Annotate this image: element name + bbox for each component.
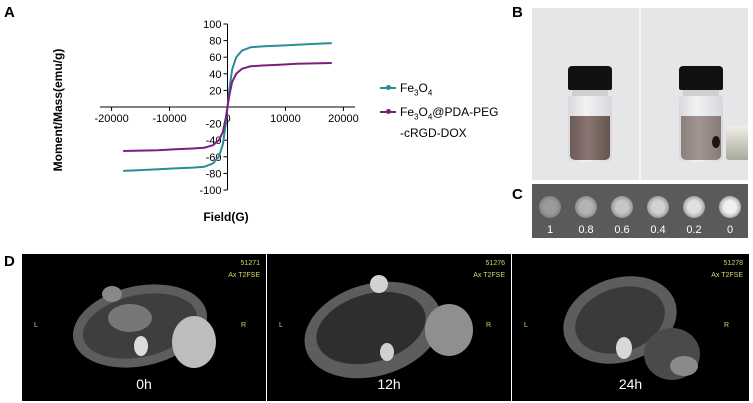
mri-phantom-spot	[611, 196, 633, 218]
concentration-label: 0.6	[614, 224, 630, 236]
scan-right-marker: R	[723, 322, 729, 329]
panel-label-c: C	[512, 186, 523, 203]
magnet-stack	[726, 126, 748, 160]
panel-label-a: A	[4, 4, 15, 21]
mri-scan-image	[304, 275, 473, 379]
vial-photo	[532, 8, 748, 180]
scan-info: 51271 Ax T2FSE	[228, 260, 260, 279]
mri-scan-12h: 51276 Ax T2FSE L R 12h	[267, 254, 511, 401]
scan-left-marker: L	[279, 322, 283, 329]
y-tick-label: -80	[206, 168, 222, 180]
y-axis-label: Moment/Mass(emu/g)	[51, 49, 65, 172]
concentration-label: 0.8	[578, 224, 594, 236]
legend-marker	[386, 109, 391, 114]
scan-left-marker: L	[524, 322, 528, 329]
y-tick-label: 60	[209, 52, 221, 64]
mri-phantom-spot	[683, 196, 705, 218]
x-tick-label: -10000	[152, 113, 186, 125]
y-tick-label: 100	[203, 19, 221, 31]
y-tick-label: 40	[209, 69, 221, 81]
scan-info: 51278 Ax T2FSE	[711, 260, 743, 279]
y-tick-label: -100	[199, 185, 221, 197]
y-tick-label: 80	[209, 36, 221, 48]
scan-right-marker: R	[485, 322, 491, 329]
scan-info: 51276 Ax T2FSE	[473, 260, 505, 279]
concentration-label: 0.2	[686, 224, 702, 236]
magnetization-chart: -20000 -10000 0 10000 20000 -100 -80 -60 -40 -20 2…	[51, 19, 359, 224]
concentration-label: 0	[726, 224, 734, 236]
x-tick-label: 20000	[328, 113, 359, 125]
mri-phantom-spot	[719, 196, 741, 218]
mri-scan-24h: 51278 Ax T2FSE L R 24h	[512, 254, 749, 401]
panel-label-b: B	[512, 4, 523, 21]
mri-scan-image	[72, 284, 216, 368]
series-line-1	[123, 62, 332, 152]
mri-phantom-spot	[575, 196, 597, 218]
y-tick-label: 20	[209, 85, 221, 97]
y-tick-label: -40	[206, 135, 222, 147]
scan-right-marker: R	[240, 322, 246, 329]
y-tick-label: -20	[206, 119, 222, 131]
concentration-label: 0.4	[650, 224, 666, 236]
scan-left-marker: L	[34, 322, 38, 329]
concentration-label: 1	[546, 224, 554, 236]
legend-marker	[386, 85, 391, 90]
mri-scan-image	[563, 276, 700, 380]
scan-time-label: 0h	[136, 376, 152, 392]
x-axis-label: Field(G)	[203, 210, 248, 224]
x-tick-label: 10000	[270, 113, 301, 125]
y-tick-label: -60	[206, 152, 222, 164]
scan-time-label: 24h	[618, 376, 643, 392]
mri-phantom-spot	[647, 196, 669, 218]
x-tick-label: 0	[224, 113, 230, 125]
x-tick-label: -20000	[94, 113, 128, 125]
vial-without-magnet	[566, 66, 614, 166]
mri-phantom-spot	[539, 196, 561, 218]
mri-phantom-strip: 1 0.8 0.6 0.4 0.2 0	[532, 184, 748, 238]
panel-label-d: D	[4, 253, 15, 270]
legend-label: Fe3O4	[400, 81, 433, 98]
scan-time-label: 12h	[377, 376, 401, 392]
vial-with-magnet	[677, 66, 725, 166]
mri-scan-0h: 51271 Ax T2FSE L R 0h	[22, 254, 266, 401]
legend-label: Fe3O4@PDA-PEG -cRGD-DOX	[400, 105, 499, 141]
